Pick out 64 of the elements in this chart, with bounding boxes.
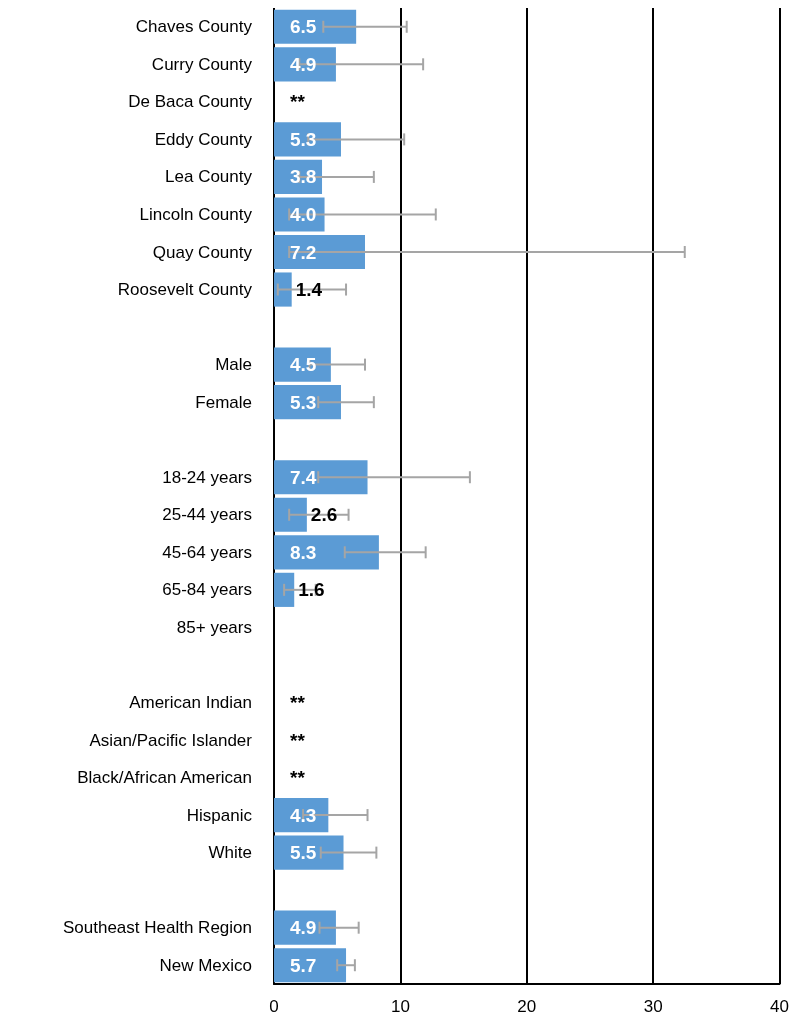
bar	[274, 572, 295, 607]
data-label: 6.5	[290, 16, 317, 38]
x-tick-label: 30	[643, 997, 663, 1016]
bar	[274, 122, 341, 157]
text: **	[290, 767, 305, 789]
bar	[274, 9, 357, 44]
data-label: 5.3	[290, 128, 317, 150]
y-tick-label: American Indian	[129, 692, 252, 712]
data-label: 2.6	[310, 504, 338, 526]
y-tick-label: 45-64 years	[162, 542, 252, 562]
x-tick-label: 20	[517, 997, 537, 1016]
y-tick-label: De Baca County	[128, 92, 253, 112]
bar	[274, 460, 368, 495]
y-tick-label: Asian/Pacific Islander	[89, 730, 253, 750]
text: **	[290, 91, 305, 113]
y-tick-label: Roosevelt County	[117, 280, 253, 300]
text: **	[290, 691, 305, 713]
data-label: 1.6	[298, 579, 325, 601]
data-label: 4.3	[290, 804, 317, 826]
bar	[274, 272, 292, 307]
bar	[274, 948, 347, 983]
data-label: 5.7	[290, 954, 317, 976]
bar	[274, 798, 329, 833]
data-label: 4.9	[290, 53, 317, 75]
y-tick-label: Hispanic	[186, 805, 253, 825]
bar	[274, 197, 325, 232]
y-tick-label: 18-24 years	[162, 467, 252, 487]
y-tick-label: Lincoln County	[139, 204, 253, 224]
data-label: 4.9	[290, 917, 317, 939]
bar	[274, 385, 341, 420]
y-tick-label: White	[208, 843, 252, 863]
bar	[274, 497, 307, 532]
data-label: 8.3	[290, 541, 317, 563]
y-tick-label: Chaves County	[135, 17, 253, 37]
data-label: 7.4	[290, 466, 317, 488]
y-tick-label: 85+ years	[176, 617, 252, 637]
x-tick-label: 10	[390, 997, 410, 1016]
data-label: 4.5	[290, 354, 317, 376]
x-tick-label: 40	[770, 997, 790, 1016]
bar	[274, 234, 365, 270]
data-label: 5.3	[290, 391, 317, 413]
y-tick-label: Eddy County	[154, 129, 253, 149]
y-tick-label: New Mexico	[159, 955, 252, 975]
data-label: 5.5	[290, 842, 317, 864]
y-tick-label: Quay County	[152, 242, 253, 262]
y-tick-label: Southeast Health Region	[62, 918, 252, 938]
y-tick-label: Black/African American	[77, 768, 252, 788]
data-label: 1.4	[295, 279, 323, 301]
y-tick-label: Curry County	[151, 54, 253, 74]
bar	[274, 835, 344, 870]
y-tick-label: 65-84 years	[162, 580, 252, 600]
x-tick-label: 0	[269, 997, 279, 1016]
bar	[274, 347, 331, 382]
text: **	[290, 729, 305, 751]
y-tick-label: 25-44 years	[162, 505, 252, 525]
bar	[274, 535, 379, 570]
bar	[274, 910, 336, 945]
data-label: 3.8	[290, 166, 317, 188]
data-label: 7.2	[290, 241, 317, 263]
y-tick-label: Lea County	[165, 167, 253, 187]
y-tick-label: Female	[195, 392, 252, 412]
bar	[274, 47, 336, 82]
y-tick-label: Male	[215, 355, 252, 375]
data-label: 4.0	[290, 203, 317, 225]
